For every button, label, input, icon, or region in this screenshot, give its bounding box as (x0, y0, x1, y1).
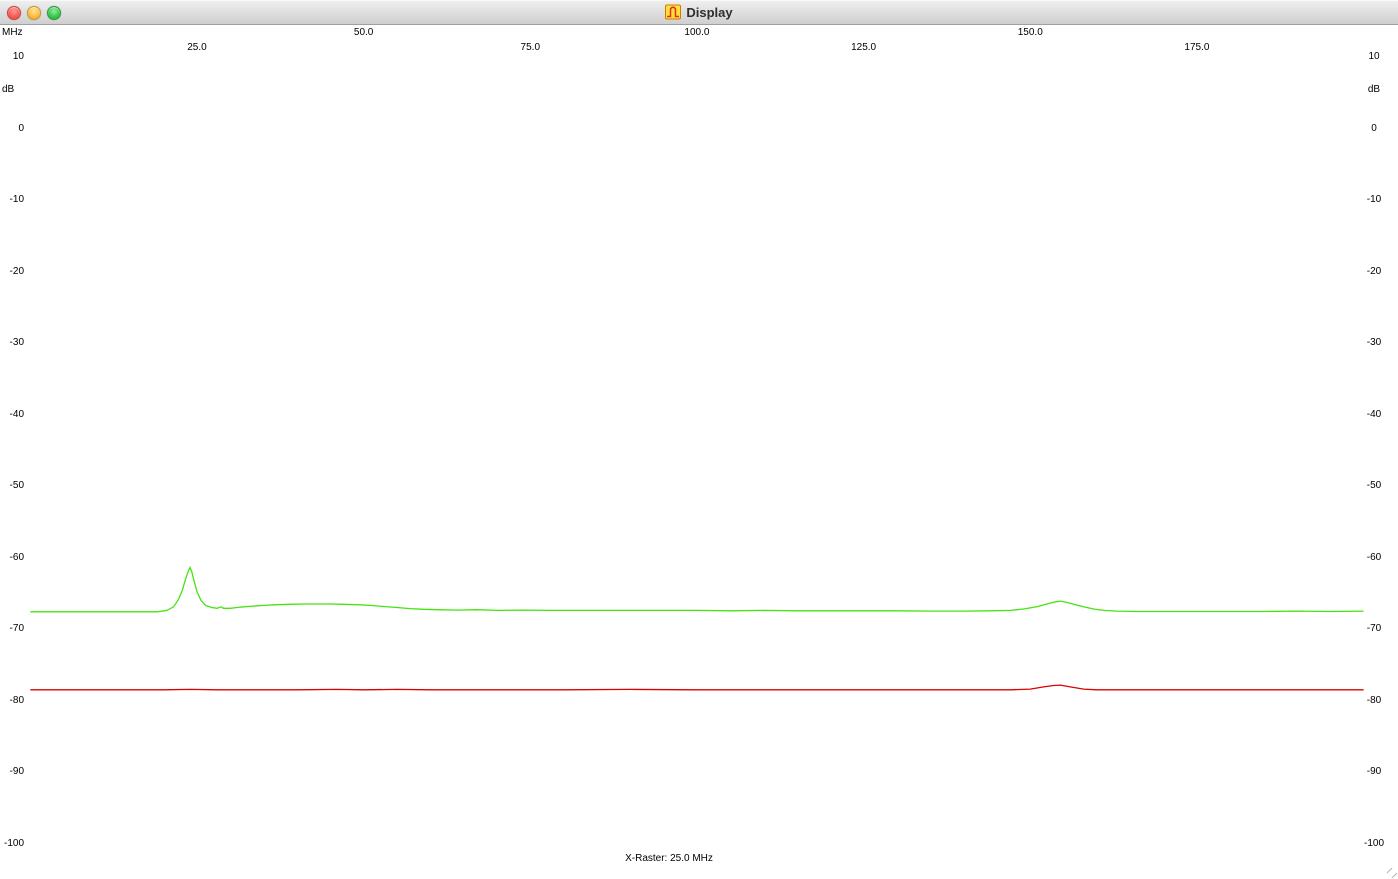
trace-red (30, 684, 1364, 691)
y-tick-label-right: 10 (1368, 51, 1380, 62)
y-tick-label-left: -70 (9, 623, 24, 634)
spectrum-icon (665, 4, 682, 20)
x-tick-label: 175.0 (1184, 42, 1210, 53)
x-tick-label: 50.0 (353, 27, 374, 38)
y-tick-label-left: 10 (12, 51, 24, 62)
trace-green (30, 565, 1364, 613)
y-tick-label-left: -90 (9, 766, 24, 777)
y-tick-label-right: -80 (1366, 694, 1382, 706)
minimize-button[interactable] (27, 6, 41, 20)
y-tick-label-left: -30 (9, 337, 24, 348)
y-tick-label-right: -60 (1366, 551, 1382, 563)
x-tick-label: 150.0 (1017, 27, 1043, 38)
y-tick-label-left: -50 (9, 480, 24, 491)
y-axis-unit-label-left: dB (2, 84, 15, 95)
y-tick-label-right: -40 (1366, 408, 1382, 420)
close-button[interactable] (7, 6, 21, 20)
resize-grip[interactable] (1387, 868, 1397, 878)
y-tick-label-left: 0 (18, 122, 24, 134)
x-tick-label: 75.0 (520, 42, 541, 53)
y-tick-label-right: 0 (1371, 122, 1377, 134)
title-bar[interactable]: Display (0, 0, 1398, 25)
y-tick-label-right: -30 (1366, 337, 1382, 348)
traffic-lights (7, 6, 61, 20)
y-tick-label-right: -50 (1366, 480, 1382, 491)
x-tick-label: 25.0 (187, 42, 207, 53)
zoom-button[interactable] (47, 6, 61, 20)
y-tick-label-left: -20 (9, 265, 24, 277)
y-tick-label-right: -10 (1366, 194, 1382, 205)
y-tick-label-right: -20 (1366, 265, 1382, 277)
title-group: Display (0, 0, 1398, 24)
x-tick-label: 100.0 (684, 27, 710, 38)
y-tick-label-right: -90 (1366, 766, 1382, 777)
y-axis-unit-label-right: dB (1367, 84, 1381, 95)
y-tick-label-right: -70 (1366, 623, 1382, 634)
y-tick-label-left: -60 (9, 551, 24, 563)
y-tick-label-left: -40 (9, 408, 24, 420)
y-tick-label-right: -100 (1363, 837, 1384, 849)
y-tick-label-left: -100 (3, 837, 24, 849)
y-tick-label-left: -10 (9, 194, 24, 205)
y-tick-label-left: -80 (9, 694, 24, 706)
x-axis-unit-label: MHz (2, 27, 23, 38)
x-raster-label: X-Raster: 25.0 MHz (625, 853, 713, 864)
x-tick-label: 125.0 (851, 42, 877, 53)
window-title: Display (686, 4, 733, 20)
